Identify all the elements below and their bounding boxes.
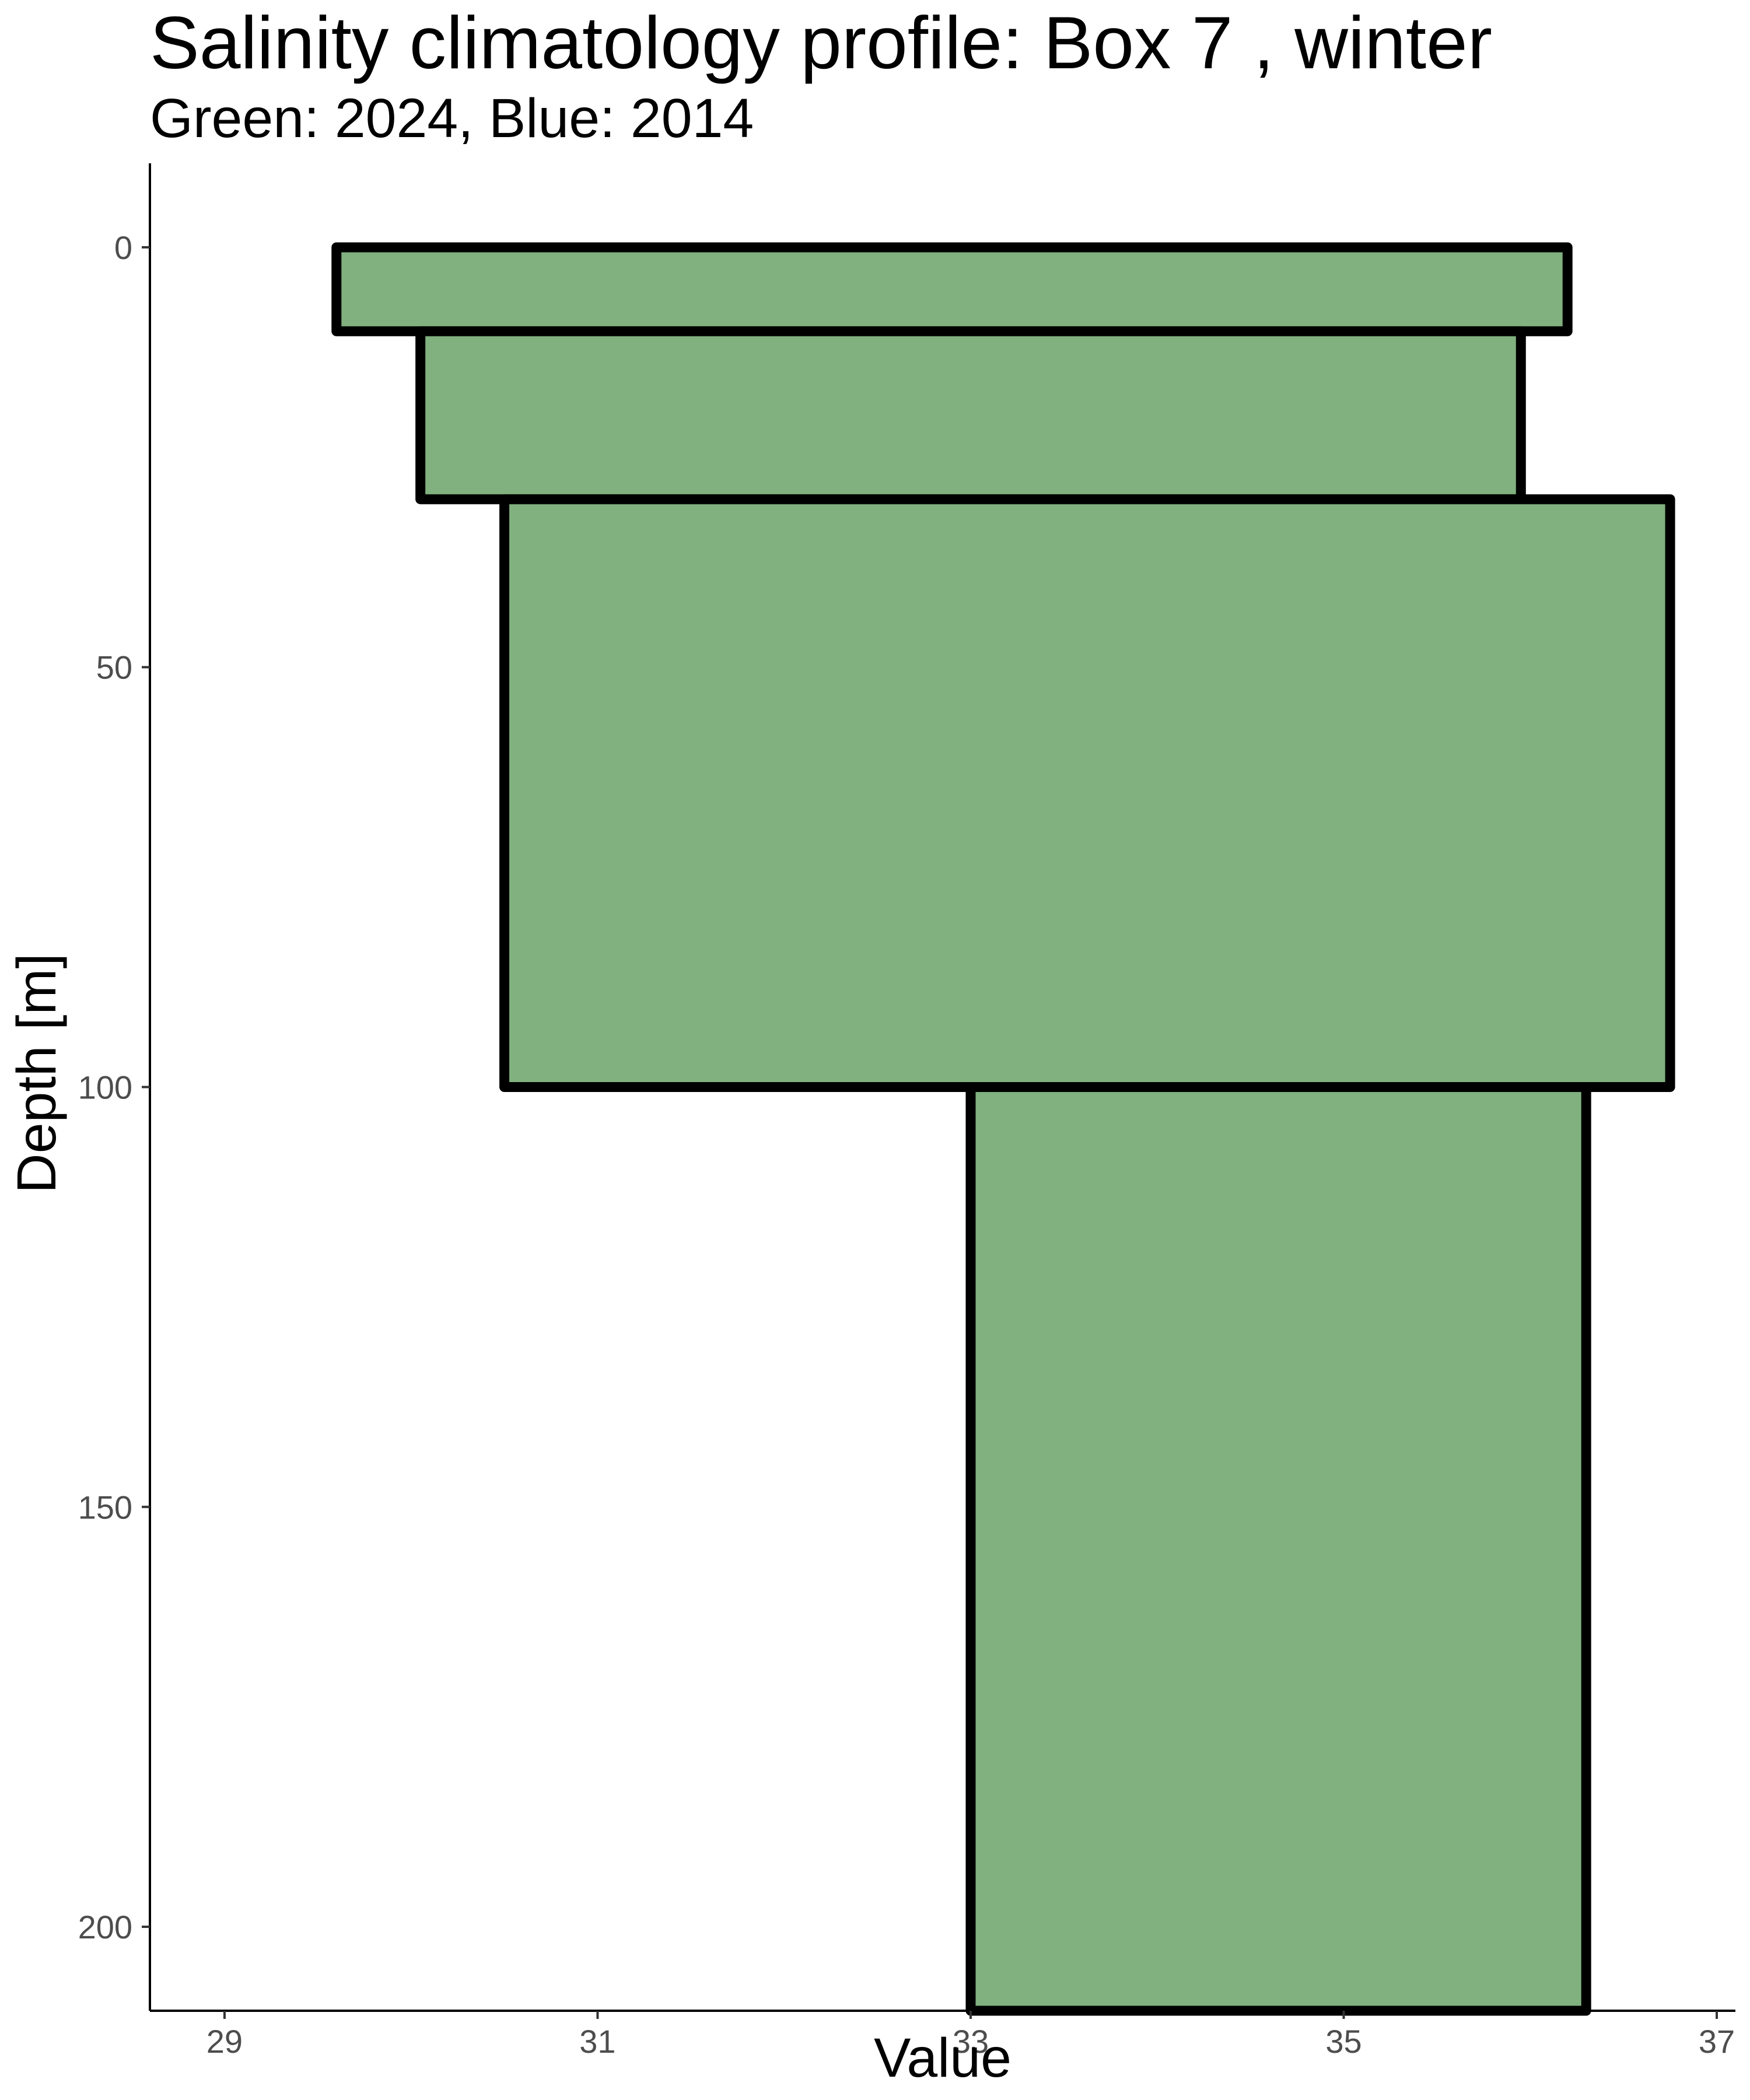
chart-subtitle: Green: 2024, Blue: 2014 (150, 88, 754, 149)
y-axis-title: Depth [m] (6, 953, 68, 1194)
y-tick-label-50: 50 (96, 649, 132, 686)
profile-bar-0-0 (331, 242, 1573, 337)
axes-layer: 0 50 100 150 200 29 31 33 35 37 (78, 163, 1735, 2060)
profile-bar-0-2 (499, 494, 1675, 1092)
profile-bar-0-3 (965, 1082, 1591, 2016)
y-tick-label-0: 0 (114, 229, 132, 266)
x-tick-label-35: 35 (1325, 2023, 1362, 2060)
y-tick-label-200: 200 (78, 1909, 132, 1945)
profile-bar-0-1 (415, 326, 1526, 505)
x-tick-label-37: 37 (1699, 2023, 1735, 2060)
x-tick-label-31: 31 (579, 2023, 615, 2060)
y-tick-label-100: 100 (78, 1069, 132, 1106)
x-axis-title: Value (874, 2027, 1012, 2089)
y-tick-label-150: 150 (78, 1489, 132, 1525)
x-tick-label-33: 33 (953, 2023, 989, 2060)
chart-title: Salinity climatology profile: Box 7 , wi… (150, 1, 1492, 84)
bars-layer (331, 242, 1675, 2016)
x-tick-label-29: 29 (206, 2023, 243, 2060)
